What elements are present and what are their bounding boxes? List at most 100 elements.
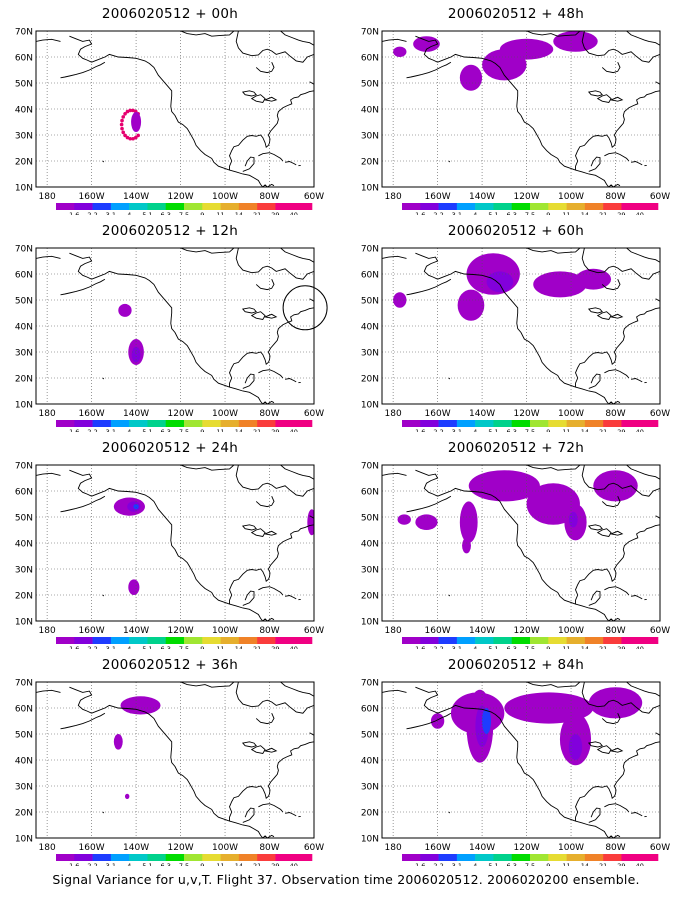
map-panel: 2006020512 + 60h 70N 60N 50N 40N 30N 20N 10N 180…: [346, 217, 686, 432]
colorbar-label: 7.5: [179, 645, 189, 649]
colorbar-label: 9: [546, 428, 550, 432]
coastline: [36, 465, 314, 621]
colorbar-swatch: [530, 203, 549, 210]
lat-tick-label: 30N: [361, 783, 379, 793]
lat-tick-label: 50N: [361, 514, 379, 524]
colorbar-label: 7.5: [525, 428, 535, 432]
colorbar-swatch: [475, 420, 494, 427]
colorbar-swatch: [402, 420, 421, 427]
colorbar-label: 1.6: [69, 862, 79, 866]
lon-tick-label: 120W: [514, 192, 540, 202]
lat-tick-label: 20N: [361, 809, 379, 819]
lat-tick-label: 20N: [361, 592, 379, 602]
lon-tick-label: 100W: [558, 409, 584, 419]
lon-tick-label: 100W: [212, 626, 238, 636]
colorbar-swatch: [438, 854, 458, 861]
colorbar-swatch: [257, 854, 276, 861]
variance-contour: [118, 303, 132, 317]
colorbar-label: 6.3: [161, 862, 171, 866]
lon-tick-label: 140W: [469, 409, 495, 419]
colorbar-swatch: [56, 637, 75, 644]
lat-tick-label: 30N: [361, 566, 379, 576]
lat-tick-label: 70N: [15, 245, 33, 255]
observation-dot: [131, 136, 135, 141]
lon-tick-label: 80W: [605, 192, 625, 202]
colorbar-swatch: [238, 637, 258, 644]
colorbar-label: 29: [617, 211, 625, 215]
colorbar-swatch: [566, 637, 586, 644]
observation-dot: [128, 108, 133, 113]
lat-tick-label: 40N: [361, 540, 379, 550]
colorbar-label: 14: [581, 428, 589, 432]
colorbar-swatch: [238, 854, 258, 861]
colorbar-label: 2.2: [433, 428, 443, 432]
lat-tick-label: 10N: [361, 401, 379, 411]
colorbar-label: 1.6: [69, 428, 79, 432]
colorbar-swatch: [548, 637, 567, 644]
colorbar-swatch: [220, 420, 240, 427]
lat-tick-label: 40N: [361, 106, 379, 116]
lon-tick-label: 120W: [514, 626, 540, 636]
observation-dot: [120, 126, 124, 131]
colorbar-label: 11: [562, 645, 570, 649]
colorbar-label: 5.1: [488, 862, 498, 866]
lat-tick-label: 50N: [361, 80, 379, 90]
observation-dot: [128, 136, 133, 141]
colorbar-label: 1.6: [415, 211, 425, 215]
colorbar-swatch: [275, 637, 295, 644]
colorbar-label: 1.6: [69, 211, 79, 215]
colorbar-swatch: [184, 420, 203, 427]
colorbar-label: 40: [636, 862, 644, 866]
colorbar-label: 40: [636, 428, 644, 432]
lat-tick-label: 40N: [15, 540, 33, 550]
colorbar-label: 21: [253, 862, 261, 866]
coastline: [382, 465, 660, 621]
lat-tick-label: 20N: [361, 158, 379, 168]
colorbar-label: 4: [473, 211, 477, 215]
lat-tick-label: 50N: [15, 514, 33, 524]
variance-contour: [397, 514, 411, 525]
colorbar-swatch: [220, 203, 240, 210]
colorbar: 1.6 2.2 3.1 4 5.1 6.3 7.5 9 11 14 21 29 40: [402, 203, 659, 215]
variance-shading: [113, 497, 314, 595]
colorbar-swatch: [566, 854, 586, 861]
colorbar-swatch: [511, 854, 531, 861]
colorbar-label: 6.3: [161, 428, 171, 432]
lon-tick-label: 120W: [168, 843, 194, 853]
graticule: [382, 682, 660, 838]
colorbar-swatch: [621, 203, 641, 210]
colorbar-label: 4: [127, 645, 131, 649]
lat-tick-label: 70N: [361, 245, 379, 255]
lon-tick-label: 180: [385, 843, 402, 853]
colorbar-label: 11: [216, 645, 224, 649]
colorbar-label: 6.3: [161, 211, 171, 215]
lat-tick-label: 40N: [361, 323, 379, 333]
panel-title: 2006020512 + 36h: [101, 657, 239, 673]
colorbar-label: 5.1: [142, 862, 152, 866]
colorbar-label: 1.6: [415, 645, 425, 649]
coastline: [382, 31, 660, 187]
variance-contour: [128, 579, 140, 595]
variance-shading: [430, 687, 643, 766]
variance-contour: [553, 31, 598, 52]
lat-tick-label: 30N: [15, 566, 33, 576]
variance-contour: [533, 271, 587, 298]
observation-dot: [136, 133, 140, 138]
variance-contour: [131, 112, 142, 132]
colorbar-label: 40: [290, 645, 298, 649]
colorbar-label: 3.1: [452, 645, 462, 649]
lon-tick-label: 100W: [558, 626, 584, 636]
colorbar-swatch: [420, 420, 439, 427]
lon-tick-label: 80W: [259, 409, 279, 419]
colorbar-label: 6.3: [507, 862, 517, 866]
colorbar-swatch: [184, 637, 203, 644]
colorbar-swatch: [475, 203, 494, 210]
lat-tick-label: 70N: [15, 679, 33, 689]
colorbar-swatch: [129, 203, 148, 210]
colorbar-label: 2.2: [87, 211, 97, 215]
colorbar-label: 11: [562, 862, 570, 866]
map-frame: [381, 247, 661, 405]
colorbar-swatch: [639, 637, 659, 644]
colorbar-label: 2.2: [433, 645, 443, 649]
lat-tick-label: 30N: [361, 132, 379, 142]
